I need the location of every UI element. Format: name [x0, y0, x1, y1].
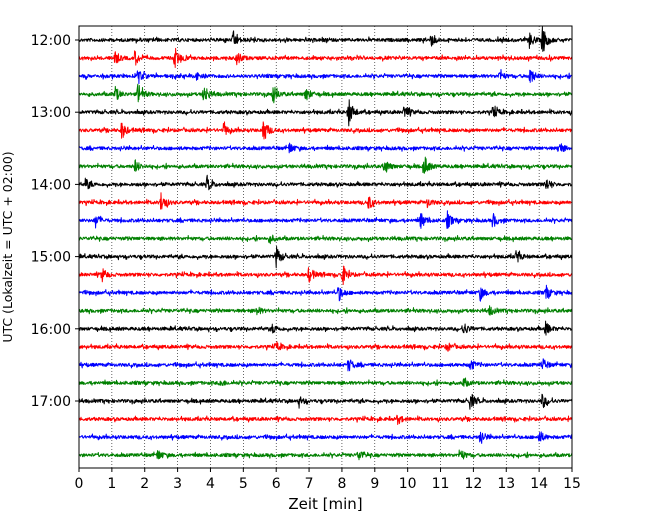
x-axis-ticks: 0 1 2 3 4 5 6 7 8 9 10 11 12 13 14 15: [75, 468, 581, 492]
seismogram-trace: [78, 99, 573, 127]
x-tick-label: 14: [530, 476, 548, 492]
plot-frame: [78, 25, 573, 469]
seismogram-trace: [78, 265, 573, 285]
x-tick-label: 10: [399, 476, 417, 492]
x-tick-label: 2: [140, 476, 149, 492]
seismogram-trace: [78, 246, 573, 269]
x-tick-label: 6: [272, 476, 281, 492]
seismogram-trace: [78, 192, 573, 210]
seismogram-trace: [78, 393, 573, 410]
y-tick-label: 12:00: [31, 33, 71, 49]
y-tick-label: 17:00: [31, 394, 71, 410]
y-axis-label: UTC (Lokalzeit = UTC + 02:00): [0, 151, 15, 342]
x-tick-label: 11: [432, 476, 450, 492]
seismogram-trace: [78, 142, 573, 154]
seismogram-trace: [78, 210, 573, 229]
seismogram-trace: [78, 377, 573, 387]
seismogram-trace: [78, 305, 573, 316]
y-axis-ticks: 12:00 13:00 14:00 15:00 16:00 17:00: [31, 33, 79, 410]
seismogram-trace: [78, 174, 573, 191]
seismogram-trace: [78, 234, 573, 245]
y-tick-label: 15:00: [31, 250, 71, 266]
x-tick-label: 15: [563, 476, 581, 492]
seismogram-trace: [78, 47, 573, 68]
seismogram-trace: [78, 431, 573, 444]
seismogram-trace: [78, 284, 573, 302]
seismogram-trace: [78, 26, 573, 52]
x-tick-label: 13: [497, 476, 515, 492]
x-tick-label: 8: [337, 476, 346, 492]
seismogram-traces: [78, 26, 573, 461]
seismogram-trace: [78, 69, 573, 85]
seismogram-trace: [78, 121, 573, 140]
seismogram-trace: [78, 414, 573, 425]
seismogram-trace: [78, 358, 573, 372]
x-tick-label: 4: [206, 476, 215, 492]
x-tick-label: 9: [370, 476, 379, 492]
x-tick-label: 12: [464, 476, 482, 492]
y-tick-label: 14:00: [31, 177, 71, 193]
x-tick-label: 3: [173, 476, 182, 492]
x-tick-label: 0: [75, 476, 84, 492]
y-tick-label: 16:00: [31, 322, 71, 338]
y-tick-label: 13:00: [31, 105, 71, 121]
x-axis-label: Zeit [min]: [288, 495, 362, 513]
seismogram-trace: [78, 320, 573, 336]
x-tick-label: 1: [107, 476, 116, 492]
seismogram-trace: [78, 83, 573, 104]
seismogram-trace: [78, 449, 573, 461]
seismogram-trace: [78, 156, 573, 174]
seismogram-trace: [78, 341, 573, 352]
x-tick-label: 7: [305, 476, 314, 492]
x-tick-label: 5: [239, 476, 248, 492]
